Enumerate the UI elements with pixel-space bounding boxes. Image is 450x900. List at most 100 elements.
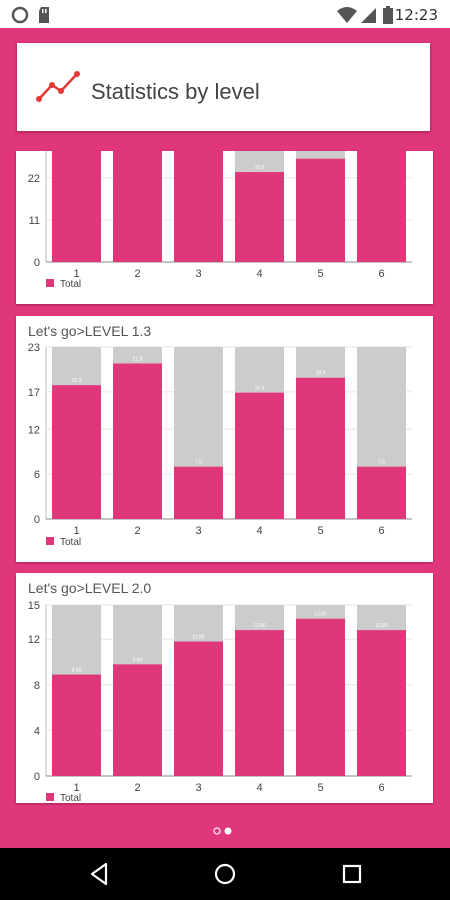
home-icon[interactable] <box>210 848 240 900</box>
x-tick-label: 1 <box>73 782 79 794</box>
x-tick-label: 1 <box>73 525 79 537</box>
recents-icon[interactable] <box>337 848 367 900</box>
y-tick-label: 11 <box>29 215 40 227</box>
bar-remainder <box>235 347 284 393</box>
header-card: Statistics by level <box>17 43 430 131</box>
sd-card-icon <box>39 7 49 23</box>
x-tick-label: 2 <box>134 268 140 280</box>
x-tick-label: 5 <box>317 525 323 537</box>
battery-icon <box>383 6 393 24</box>
bar <box>235 630 284 776</box>
y-tick-label: 12 <box>28 634 40 646</box>
chart-title-level-2-0: Let's go>LEVEL 2.0 <box>28 580 152 596</box>
x-tick-label: 4 <box>256 268 262 280</box>
data-label: 18.9 <box>316 371 326 377</box>
x-tick-label: 3 <box>195 525 201 537</box>
x-tick-label: 5 <box>317 782 323 794</box>
x-tick-label: 2 <box>134 782 140 794</box>
x-tick-label: 6 <box>378 782 384 794</box>
y-tick-label: 0 <box>34 514 40 526</box>
page-title: Statistics by level <box>91 79 260 104</box>
bar-remainder <box>113 605 162 665</box>
y-tick-label: 12 <box>28 424 40 436</box>
bar <box>235 172 284 262</box>
x-tick-label: 3 <box>195 782 201 794</box>
bar-remainder <box>52 605 101 675</box>
chart-card-1: 0 11 22 1 2 3 10.0 4 5 6 Total <box>16 151 433 304</box>
x-tick-label: 2 <box>134 525 140 537</box>
bar <box>52 674 101 776</box>
bar <box>113 664 162 776</box>
legend-swatch <box>46 537 54 545</box>
bar-remainder <box>296 347 345 378</box>
signal-icon <box>361 8 376 23</box>
bar <box>174 466 223 519</box>
x-tick-label: 4 <box>256 525 262 537</box>
bar <box>296 377 345 519</box>
bar <box>52 385 101 519</box>
y-tick-label: 22 <box>28 173 40 185</box>
status-bar: 12:23 <box>0 0 450 28</box>
x-tick-label: 4 <box>256 782 262 794</box>
bar-remainder <box>52 347 101 386</box>
data-label: 12.80 <box>253 623 266 629</box>
y-tick-label: 15 <box>28 600 40 612</box>
data-label: 12.80 <box>375 623 388 629</box>
y-tick-label: 0 <box>34 257 40 269</box>
chart-card-2: Let's go>LEVEL 1.3 0 6 12 17 23 18.9 1 21.8 2 7.0… <box>16 316 433 562</box>
data-label: 9.80 <box>133 657 143 663</box>
bar-chart-2: 0 6 12 17 23 18.9 1 21.8 2 7.0 3 16.9 4 18.9 5 7.0 6 Tota… <box>28 342 412 548</box>
bar <box>113 363 162 519</box>
bar-chart-1: 0 11 22 1 2 3 10.0 4 5 6 Total <box>28 151 412 290</box>
y-tick-label: 0 <box>34 771 40 783</box>
data-label: 7.0 <box>378 460 385 466</box>
data-label: 8.90 <box>72 668 82 674</box>
legend-label: Total <box>60 279 81 290</box>
bar-remainder <box>235 605 284 631</box>
x-tick-label: 6 <box>378 525 384 537</box>
page-dot-2[interactable] <box>224 827 232 835</box>
bar-remainder <box>357 347 406 467</box>
chart-title-level-1-3: Let's go>LEVEL 1.3 <box>28 323 152 339</box>
status-time: 12:23 <box>394 6 438 24</box>
bar <box>296 618 345 776</box>
bar-remainder <box>235 151 284 173</box>
data-label: 21.8 <box>133 356 143 362</box>
bar-remainder <box>113 347 162 364</box>
line-chart-icon <box>36 71 80 102</box>
bar <box>113 151 162 262</box>
y-tick-label: 8 <box>34 680 40 692</box>
bar <box>174 151 223 262</box>
y-tick-label: 4 <box>34 725 40 737</box>
bar <box>296 158 345 262</box>
data-label: 7.0 <box>195 460 202 466</box>
data-label: 16.9 <box>255 386 265 392</box>
bar-remainder <box>296 605 345 619</box>
page-dot-1[interactable] <box>213 827 221 835</box>
page-indicator[interactable] <box>212 826 236 836</box>
bar-remainder <box>296 151 345 159</box>
legend-swatch <box>46 279 54 287</box>
data-label: 10.0 <box>255 165 265 171</box>
y-tick-label: 23 <box>28 342 40 354</box>
y-tick-label: 6 <box>34 469 40 481</box>
bar-remainder <box>174 347 223 467</box>
bar <box>357 630 406 776</box>
bar <box>357 151 406 262</box>
y-tick-label: 17 <box>28 387 40 399</box>
legend-swatch <box>46 793 54 801</box>
bar <box>235 392 284 519</box>
x-tick-label: 6 <box>378 268 384 280</box>
data-label: 11.80 <box>192 634 204 640</box>
x-tick-label: 5 <box>317 268 323 280</box>
legend-label: Total <box>60 537 81 548</box>
chart-card-3: Let's go>LEVEL 2.0 0 4 8 12 15 8.90 1 9.80 2 11.8… <box>16 573 433 803</box>
bar-chart-3: 0 4 8 12 15 8.90 1 9.80 2 11.80 3 12.80 4 13.80 5 12.80… <box>28 600 412 803</box>
legend-label: Total <box>60 793 81 803</box>
back-icon[interactable] <box>84 848 114 900</box>
bar <box>52 151 101 262</box>
navigation-bar <box>0 848 450 900</box>
bar <box>174 641 223 776</box>
bar-remainder <box>174 605 223 642</box>
wifi-icon <box>337 7 357 23</box>
